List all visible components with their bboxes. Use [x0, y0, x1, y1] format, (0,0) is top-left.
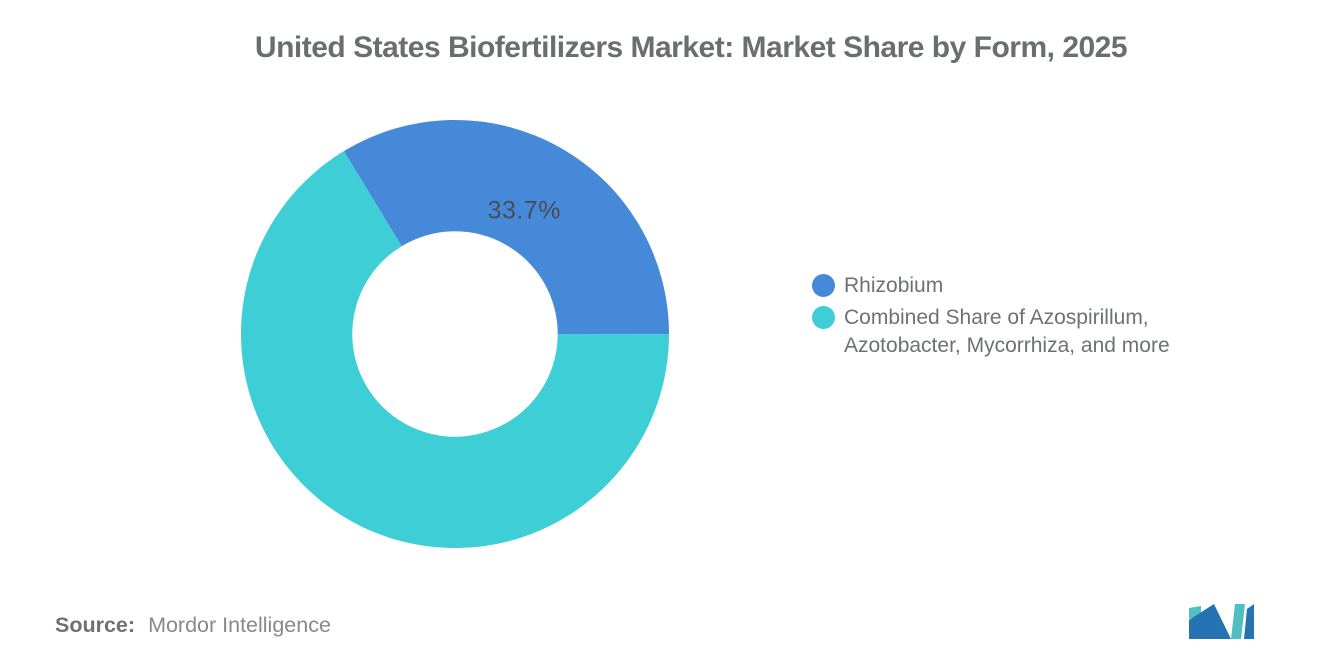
- legend-item-rhizobium[interactable]: Rhizobium: [812, 272, 1170, 300]
- chart-title: United States Biofertilizers Market: Mar…: [254, 31, 1128, 64]
- legend-label: Combined Share of Azospirillum, Azotobac…: [844, 306, 1170, 357]
- source-attribution: Source: Mordor Intelligence: [55, 613, 331, 638]
- pie-slice-1[interactable]: [240, 151, 669, 548]
- donut-chart: 33.7%: [235, 114, 675, 554]
- legend-item-combined-share[interactable]: Combined Share of Azospirillum, Azotobac…: [812, 304, 1170, 360]
- source-value: Mordor Intelligence: [148, 613, 331, 637]
- legend-label: Rhizobium: [844, 274, 944, 297]
- donut-chart-svg: [240, 120, 669, 548]
- source-label: Source:: [55, 613, 136, 637]
- pie-slice-0[interactable]: [343, 120, 669, 335]
- mordor-intelligence-logo: [1189, 604, 1254, 639]
- legend-marker-icon: [812, 274, 835, 297]
- chart-legend: Rhizobium Combined Share of Azospirillum…: [812, 272, 1170, 360]
- legend-marker-icon: [812, 306, 835, 329]
